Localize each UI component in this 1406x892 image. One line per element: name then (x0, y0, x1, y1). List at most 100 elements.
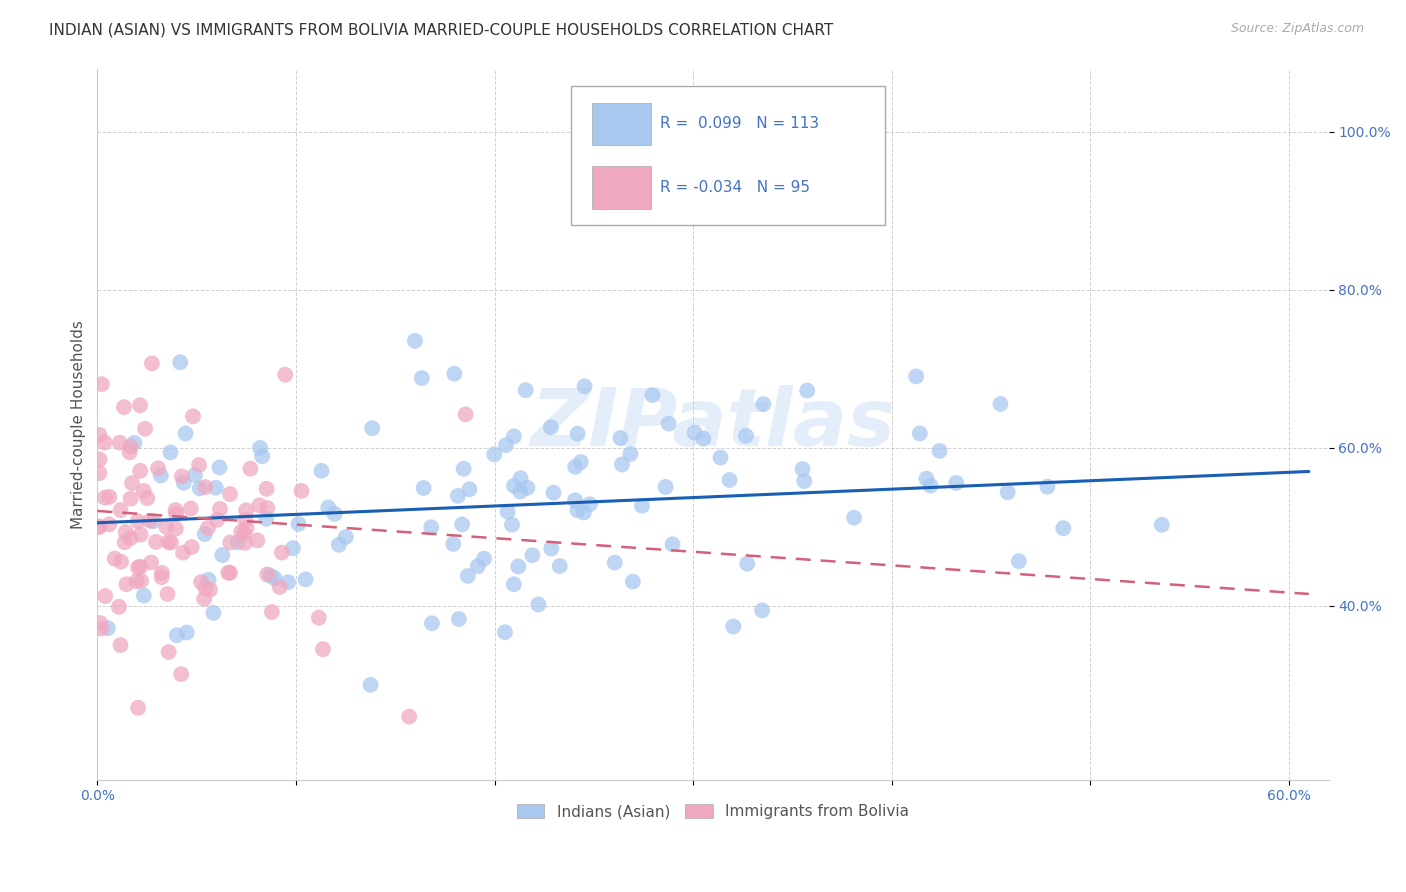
Point (118, 445, 141, 459)
Point (420, 616, 443, 631)
Point (420, 520, 443, 534)
Point (198, 582, 221, 597)
Point (451, 517, 474, 532)
Point (735, 429, 758, 443)
Text: Source: ZipAtlas.com: Source: ZipAtlas.com (1230, 22, 1364, 36)
Point (515, 383, 537, 397)
Point (1008, 554, 1031, 568)
Point (335, 530, 357, 544)
Point (235, 521, 257, 535)
Point (180, 501, 202, 516)
Point (494, 625, 516, 640)
Point (312, 642, 335, 657)
Point (156, 587, 179, 601)
Point (250, 449, 273, 463)
Point (174, 426, 197, 441)
Point (540, 541, 562, 556)
Point (169, 355, 191, 369)
Point (89, 520, 111, 534)
Point (254, 512, 277, 526)
Point (458, 482, 481, 496)
Point (443, 367, 465, 381)
Point (194, 581, 217, 595)
Point (718, 473, 741, 487)
Point (259, 568, 281, 582)
Point (247, 498, 270, 512)
Point (205, 513, 228, 527)
Point (94, 491, 117, 505)
Point (1150, 517, 1173, 532)
Point (457, 569, 479, 583)
Point (193, 591, 215, 606)
Point (127, 560, 149, 574)
Point (467, 559, 489, 574)
Point (294, 573, 316, 587)
Point (997, 485, 1019, 500)
Point (277, 575, 299, 590)
Point (269, 580, 291, 594)
Point (134, 422, 156, 436)
Point (157, 534, 180, 549)
Point (360, 678, 382, 692)
Point (920, 478, 942, 492)
Point (484, 447, 506, 461)
Point (188, 482, 211, 496)
Point (127, 701, 149, 715)
Point (108, 435, 131, 450)
Point (120, 440, 142, 454)
Point (231, 524, 253, 539)
Text: INDIAN (ASIAN) VS IMMIGRANTS FROM BOLIVIA MARRIED-COUPLE HOUSEHOLDS CORRELATION : INDIAN (ASIAN) VS IMMIGRANTS FROM BOLIVI… (49, 22, 834, 37)
Point (256, 567, 278, 582)
Point (235, 503, 257, 517)
Point (256, 501, 278, 516)
Point (141, 356, 163, 370)
Point (522, 548, 544, 562)
Point (233, 526, 256, 541)
Point (631, 499, 654, 513)
Point (453, 462, 475, 476)
Point (239, 461, 262, 475)
Point (219, 566, 242, 580)
Point (543, 485, 565, 500)
Point (1036, 480, 1059, 494)
Point (89, 452, 111, 467)
FancyBboxPatch shape (571, 87, 886, 225)
Point (311, 464, 333, 478)
Point (104, 551, 127, 566)
Point (567, 426, 589, 441)
Point (692, 432, 714, 446)
Point (110, 503, 132, 517)
Point (496, 505, 519, 519)
Point (361, 421, 384, 435)
Point (398, 709, 420, 723)
Point (281, 541, 304, 556)
Point (97, 621, 120, 635)
Point (142, 514, 165, 528)
Point (89, 466, 111, 480)
Point (219, 535, 242, 549)
Point (609, 431, 631, 445)
Text: ZIPatlas: ZIPatlas (530, 385, 896, 463)
Point (658, 417, 681, 431)
Text: R = -0.034   N = 95: R = -0.034 N = 95 (659, 180, 810, 194)
Point (792, 462, 814, 476)
Point (150, 570, 173, 584)
Y-axis label: Married-couple Households: Married-couple Households (72, 319, 86, 528)
Point (204, 481, 226, 495)
Point (516, 481, 538, 495)
Point (945, 475, 967, 490)
Point (112, 400, 135, 414)
Point (796, 384, 818, 398)
Point (121, 475, 143, 490)
Point (132, 589, 155, 603)
Point (263, 571, 285, 585)
Point (197, 521, 219, 535)
Point (94, 589, 117, 603)
Point (159, 445, 181, 459)
Point (87, 519, 110, 533)
Point (472, 551, 495, 566)
Point (132, 483, 155, 498)
Point (194, 527, 217, 541)
Point (197, 573, 219, 587)
Point (256, 482, 278, 496)
